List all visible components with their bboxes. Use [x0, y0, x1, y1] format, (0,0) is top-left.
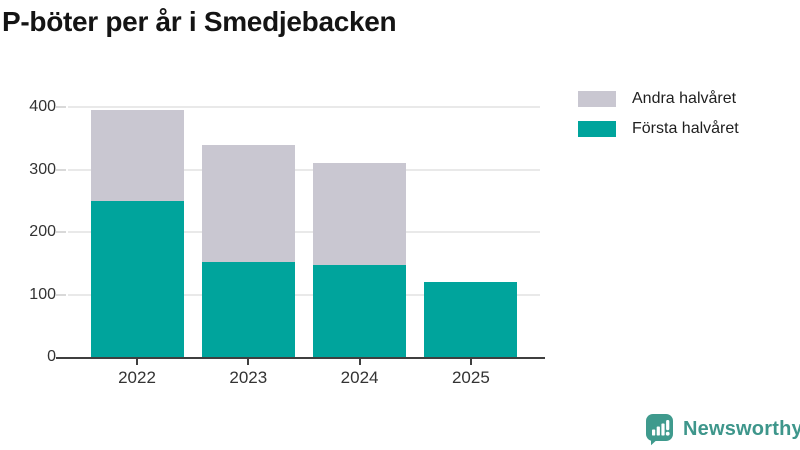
legend-label: Andra halvåret [632, 90, 737, 107]
gridline [68, 169, 540, 171]
chart-title: P-böter per år i Smedjebacken [2, 6, 397, 37]
y-axis-tick-label: 200 [29, 223, 56, 240]
bar-segment-f-rsta-halv-ret-2023 [201, 262, 295, 357]
x-axis-label: 2024 [340, 368, 379, 387]
gridline [68, 294, 540, 296]
bar-segment-f-rsta-halv-ret-2024 [313, 264, 407, 357]
y-axis-tick [56, 294, 66, 296]
legend-swatch [578, 121, 616, 137]
y-axis-tick [56, 231, 66, 233]
y-axis-tick [56, 169, 66, 171]
x-axis-tick [469, 359, 472, 365]
x-axis-line [56, 357, 545, 359]
x-axis-tick [358, 359, 361, 365]
bar-segment-andra-halv-ret-2022 [90, 110, 184, 201]
legend-label: Första halvåret [632, 120, 739, 137]
bar-segment-andra-halv-ret-2024 [313, 163, 407, 265]
bar-segment-f-rsta-halv-ret-2022 [90, 200, 184, 357]
legend-item: Andra halvåret [578, 90, 739, 108]
x-axis-label: 2023 [229, 368, 268, 387]
x-axis-tick [247, 359, 250, 365]
bar-segment-andra-halv-ret-2023 [201, 144, 295, 262]
legend-item: Första halvåret [578, 120, 739, 138]
newsworthy-brand-text: Newsworthy [683, 418, 800, 440]
y-axis-tick-label: 100 [29, 286, 56, 303]
gridline [68, 106, 540, 108]
x-axis-label: 2022 [118, 368, 156, 387]
y-axis-tick-label: 400 [29, 98, 56, 115]
legend-swatch [578, 91, 616, 107]
y-axis-tick-label: 0 [47, 348, 56, 365]
legend: Andra halvåret Första halvåret [578, 90, 739, 150]
x-axis-tick [136, 359, 138, 365]
newsworthy-speech-bubble-bar-chart-icon [644, 413, 675, 446]
bar-segment-f-rsta-halv-ret-2025 [424, 282, 518, 357]
x-axis-label: 2025 [451, 368, 490, 387]
gridline [68, 231, 540, 233]
newsworthy-logo[interactable]: Newsworthy [644, 413, 800, 446]
y-axis-tick [56, 106, 66, 108]
y-axis-tick-label: 300 [29, 161, 56, 178]
